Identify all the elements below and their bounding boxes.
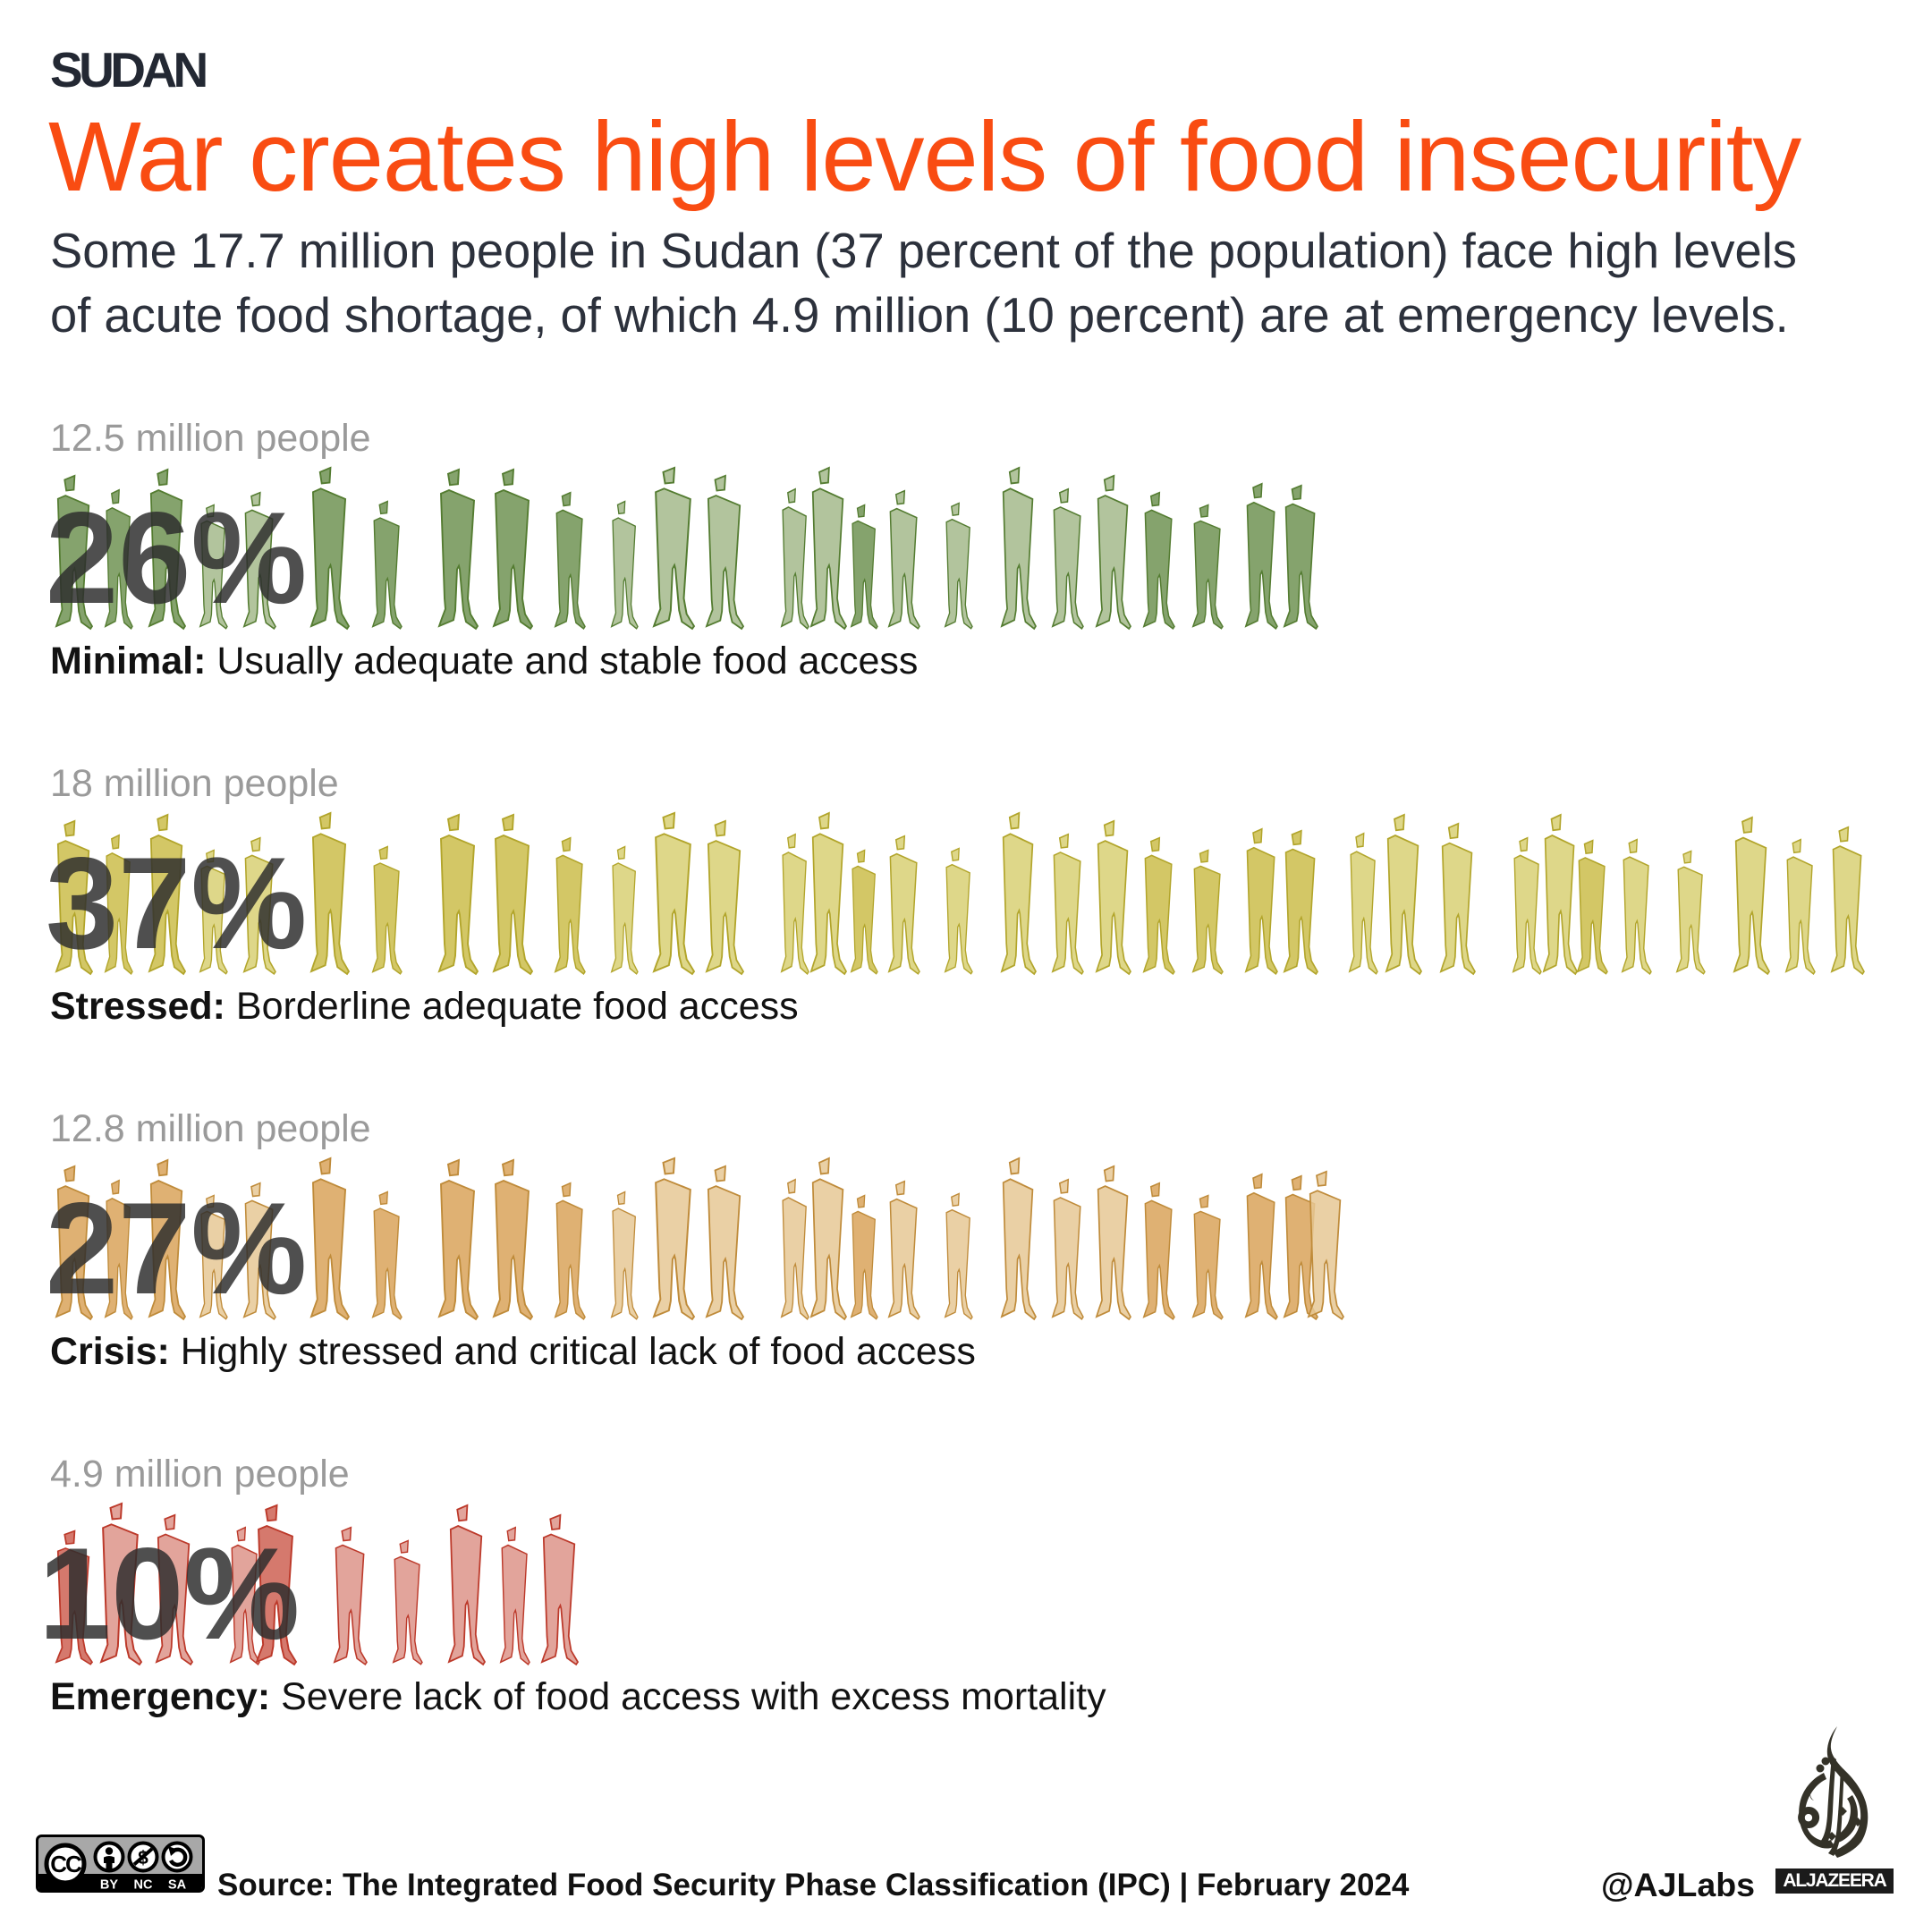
svg-text:BY: BY [100,1878,118,1893]
svg-text:CC: CC [50,1851,82,1877]
svg-text:NC: NC [134,1878,153,1893]
svg-text:SA: SA [168,1878,187,1893]
